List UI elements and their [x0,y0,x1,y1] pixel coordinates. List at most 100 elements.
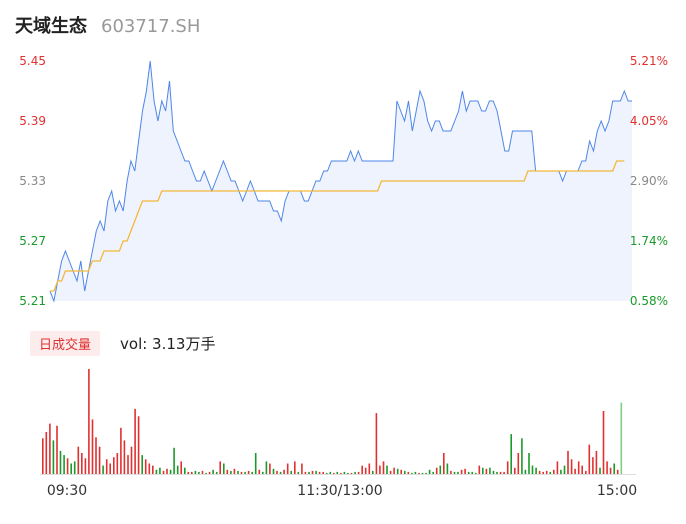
volume-bar [588,444,591,474]
volume-bar [276,470,278,474]
volume-bar [66,458,69,475]
volume-bar [528,453,530,474]
volume-bar [336,471,339,474]
volume-bar [489,467,491,474]
volume-bar [63,455,65,474]
volume-bar [421,472,424,474]
volume-bar [159,467,161,474]
volume-bar [173,447,175,475]
volume-bar [570,459,573,474]
volume-bar [599,467,601,474]
volume-bar [205,472,207,474]
volume-bar [524,469,527,474]
volume-bar [432,471,434,474]
volume-bar [297,471,300,474]
volume-bar [301,463,303,474]
volume-bar [198,471,200,474]
volume-bar [144,459,147,474]
price-tick-label: 5.39 [19,114,46,128]
volume-bar [226,469,229,474]
volume-bar [393,467,395,474]
percent-tick-label: 2.90% [630,174,668,188]
volume-bar [389,470,392,474]
price-tick-label: 5.27 [19,234,46,248]
volume-bar [616,469,619,474]
volume-bar [134,408,136,474]
volume-bar [113,457,115,474]
volume-bar [485,468,488,475]
volume-bar [400,469,402,474]
volume-bar [70,463,72,474]
stock-header: 天域生态 603717.SH [15,12,200,38]
volume-bar [414,471,417,474]
volume-bar [52,440,55,474]
volume-bar [567,450,569,474]
volume-bar [457,471,459,474]
volume-bar [602,411,605,474]
volume-bar [347,472,349,474]
volume-bar [592,457,594,474]
volume-bar [517,453,520,474]
volume-bar [350,472,353,474]
price-tick-label: 5.33 [19,174,46,188]
volume-bar [492,470,495,474]
volume-bar [549,471,552,474]
volume-bar [475,472,477,474]
time-tick-label: 15:00 [597,483,637,499]
volume-bar [308,471,310,474]
volume-bar [148,463,151,474]
volume-bar [290,470,292,474]
volume-bar [265,461,268,474]
volume-bar [531,465,534,474]
volume-bar [59,450,62,474]
volume-bar [294,461,296,474]
volume-bar [418,472,420,474]
volume-bar [354,471,356,474]
volume-bar [396,468,399,475]
volume-bar [450,470,452,474]
volume-bar [443,453,445,474]
percent-tick-label: 0.58% [630,294,668,308]
volume-bar [581,465,583,474]
volume-tab[interactable]: 日成交量 [30,331,101,356]
volume-bar [127,455,129,474]
volume-bar [283,469,285,474]
volume-bar [184,467,186,474]
volume-bar [514,467,516,474]
volume-bar [251,471,253,474]
volume-bar [201,470,204,474]
volume-bar [521,438,523,474]
volume-bar [73,461,76,474]
volume-bar [503,471,505,474]
volume-bar [428,469,431,474]
volume-bar [180,461,182,474]
volume-bar [95,437,97,475]
volume-bar [187,471,190,474]
volume-bar [368,463,371,474]
volume-bar [357,471,360,474]
volume-bar [563,465,566,474]
volume-bar [425,472,427,474]
volume-bar [471,471,473,474]
volume-bar [123,440,126,474]
price-line [49,60,632,303]
volume-bar [439,465,442,474]
volume-bar [510,434,512,474]
volume-bar [109,463,111,474]
volume-bar [574,468,576,475]
volume-bar [230,470,232,474]
volume-bar [262,471,264,474]
volume-bar [191,471,193,474]
volume-bar [411,472,413,474]
volume-bar [152,465,154,474]
volume-bar [435,467,438,474]
volume-bar [585,470,587,474]
volume-bar [467,471,470,474]
stock-code: 603717.SH [101,16,201,37]
volume-bar [545,470,548,474]
percent-tick-label: 5.21% [630,54,668,68]
volume-bar [116,453,119,474]
volume-bar [372,470,374,474]
volume-bar [244,471,246,474]
